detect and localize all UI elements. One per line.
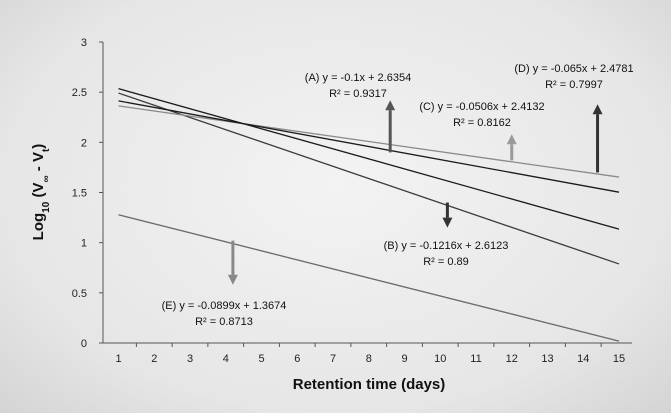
arrow-head — [592, 104, 603, 115]
annotation-equation: (D) y = -0.065x + 2.4781 — [514, 63, 633, 75]
series-line-a — [118, 88, 620, 230]
y-axis-title: Log10 (V∞ - Vt) — [30, 144, 52, 241]
x-tick-label: 4 — [223, 353, 229, 365]
x-tick-label: 12 — [506, 353, 518, 365]
arrow-e — [227, 240, 238, 285]
arrow-head — [442, 217, 453, 228]
arrow-b — [442, 202, 453, 228]
annotation-r2: R² = 0.89 — [423, 256, 469, 268]
x-tick-label: 9 — [401, 353, 407, 365]
x-tick-label: 13 — [541, 353, 553, 365]
y-tick-label: 3 — [81, 37, 87, 49]
y-tick-label: 2 — [81, 137, 87, 149]
annotation-e: (E) y = -0.0899x + 1.3674 R² = 0.8713 — [162, 300, 287, 328]
annotation-r2: R² = 0.7997 — [545, 79, 603, 91]
ylabel-sub2: ∞ — [41, 175, 52, 182]
x-tick-label: 15 — [613, 353, 625, 365]
arrow-head — [227, 274, 238, 285]
arrow-d — [592, 104, 603, 173]
annotation-r2: R² = 0.8713 — [195, 316, 253, 328]
ylabel-dash: - V — [30, 152, 47, 175]
y-tick-label: 1 — [81, 238, 87, 250]
y-tick-label: 0 — [81, 338, 87, 350]
annotation-equation: (A) y = -0.1x + 2.6354 — [305, 72, 411, 84]
arrow-c — [506, 134, 517, 161]
axes: 00.511.522.531 2 3 4 5 6 7 8 9 10 11 12 13 14 15 — [72, 37, 632, 365]
annotations: (A) y = -0.1x + 2.6354 R² = 0.9317 (B) y =… — [162, 63, 634, 328]
y-tick-label: 0.5 — [72, 288, 87, 300]
annotation-r2: R² = 0.9317 — [329, 88, 387, 100]
ylabel-base: Log — [30, 213, 47, 241]
y-tick-label: 2.5 — [72, 87, 87, 99]
annotation-equation: (C) y = -0.0506x + 2.4132 — [419, 101, 544, 113]
annotation-arrows — [227, 100, 603, 285]
series-line-b — [118, 92, 620, 265]
series-line-d — [118, 100, 620, 193]
ylabel-mid: (V — [30, 183, 47, 202]
ylabel-sub1: 10 — [41, 201, 52, 213]
annotation-b: (B) y = -0.1216x + 2.6123 R² = 0.89 — [384, 240, 509, 268]
x-tick-label: 14 — [577, 353, 589, 365]
y-tick-label: 1.5 — [72, 188, 87, 200]
annotation-equation: (B) y = -0.1216x + 2.6123 — [384, 240, 509, 252]
ylabel-end: ) — [30, 144, 47, 149]
x-tick-label: 11 — [470, 353, 481, 365]
x-axis-title: Retention time (days) — [293, 376, 446, 393]
arrow-head — [506, 134, 517, 145]
annotation-d: (D) y = -0.065x + 2.4781 R² = 0.7997 — [514, 63, 633, 91]
series-lines — [118, 88, 620, 342]
annotation-equation: (E) y = -0.0899x + 1.3674 — [162, 300, 287, 312]
x-tick-label: 6 — [294, 353, 300, 365]
x-tick-label: 8 — [366, 353, 372, 365]
series-line-c — [118, 105, 620, 178]
arrow-head — [385, 100, 396, 111]
series-line-e — [118, 214, 620, 342]
annotation-a: (A) y = -0.1x + 2.6354 R² = 0.9317 — [305, 72, 411, 100]
x-tick-label: 3 — [187, 353, 193, 365]
ylabel-sub3: t — [41, 148, 52, 152]
x-tick-label: 5 — [258, 353, 264, 365]
annotation-r2: R² = 0.8162 — [453, 117, 511, 129]
x-tick-label: 2 — [151, 353, 157, 365]
arrow-a — [385, 100, 396, 153]
annotation-c: (C) y = -0.0506x + 2.4132 R² = 0.8162 — [419, 101, 544, 129]
x-tick-label: 1 — [115, 353, 121, 365]
x-tick-label: 10 — [434, 353, 446, 365]
x-tick-label: 7 — [330, 353, 336, 365]
